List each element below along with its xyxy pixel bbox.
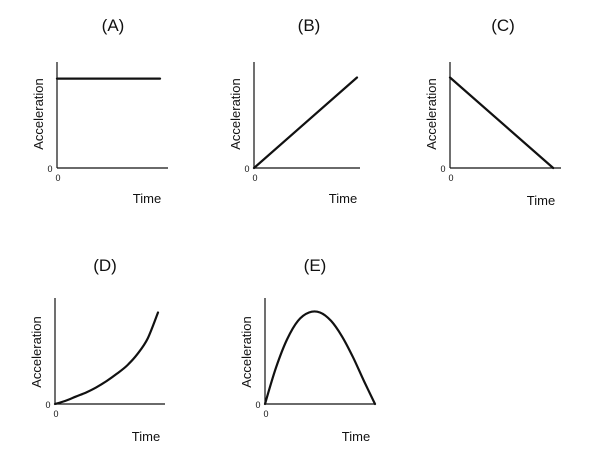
panel-e-title: (E) (304, 256, 327, 275)
panel-b-x-label: Time (329, 191, 357, 206)
panel-a: (A) Acceleration Time 0 0 (31, 16, 168, 206)
panel-d-y-origin-label: 0 (45, 400, 50, 410)
panel-c-x-label: Time (527, 193, 555, 208)
panel-d: (D) Acceleration Time 0 0 (29, 256, 165, 444)
panel-c-x-origin-label: 0 (448, 173, 453, 183)
panel-d-x-origin-label: 0 (53, 409, 58, 419)
panel-b-y-origin-label: 0 (244, 164, 249, 174)
panel-e-y-label: Acceleration (239, 316, 254, 388)
panel-e-y-origin-label: 0 (255, 400, 260, 410)
panel-a-x-origin-label: 0 (55, 173, 60, 183)
panel-c: (C) Acceleration Time 0 0 (424, 16, 561, 208)
panel-d-x-label: Time (132, 429, 160, 444)
panel-a-y-label: Acceleration (31, 78, 46, 150)
panel-d-title: (D) (93, 256, 117, 275)
panel-c-title: (C) (491, 16, 515, 35)
panel-d-curve (53, 311, 160, 406)
panel-e-curve (263, 310, 377, 406)
panel-e: (E) Acceleration Time 0 0 (239, 256, 377, 444)
panel-c-y-label: Acceleration (424, 78, 439, 150)
panel-e-x-label: Time (342, 429, 370, 444)
panel-b: (B) Acceleration Time 0 0 (228, 16, 360, 206)
panel-b-x-origin-label: 0 (252, 173, 257, 183)
panel-e-x-origin-label: 0 (263, 409, 268, 419)
panel-a-x-label: Time (133, 191, 161, 206)
panel-b-curve (252, 76, 359, 170)
panel-c-curve (448, 76, 555, 170)
panel-b-y-label: Acceleration (228, 78, 243, 150)
panel-c-y-origin-label: 0 (440, 164, 445, 174)
panel-a-title: (A) (102, 16, 125, 35)
panel-a-y-origin-label: 0 (47, 164, 52, 174)
panel-d-y-label: Acceleration (29, 316, 44, 388)
panel-b-title: (B) (298, 16, 321, 35)
